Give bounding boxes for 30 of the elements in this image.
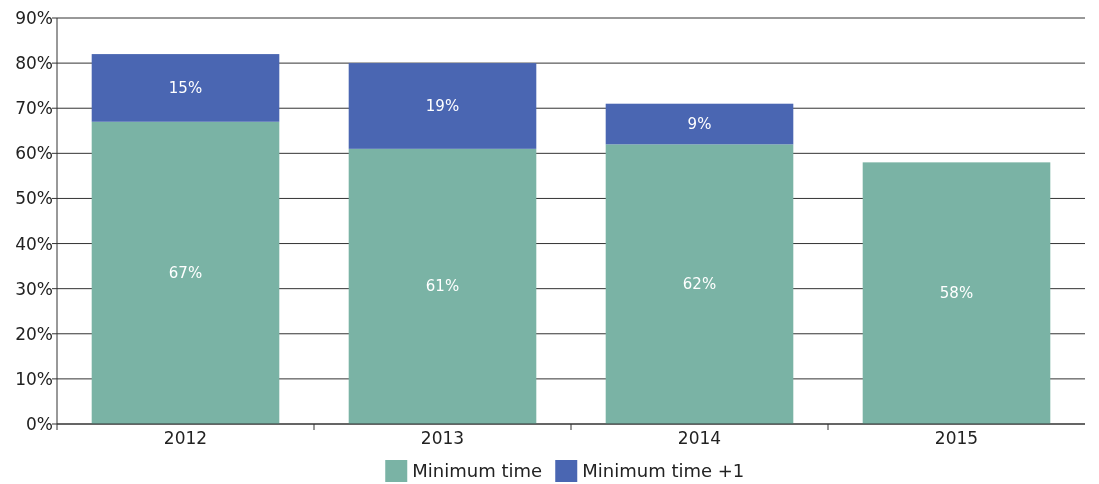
x-tick-label: 2012 [163,428,208,448]
y-tick-label: 80% [15,53,53,74]
bar [91,121,280,424]
x-tick-label: 2014 [677,428,722,448]
data-label: 19% [425,96,460,115]
legend-label: Minimum time +1 [582,460,745,481]
y-tick-label: 0% [26,414,53,434]
data-label: 9% [687,115,712,134]
data-label: 61% [425,277,460,296]
data-label: 67% [168,263,203,282]
bar [348,63,537,149]
bar [605,103,794,145]
y-tick-label: 20% [15,323,53,344]
data-label: 62% [682,275,717,294]
y-tick-label: 90% [15,8,53,28]
bar [862,162,1051,424]
bar [91,54,280,122]
data-label: 58% [939,284,974,303]
bar [605,144,794,424]
y-tick-label: 30% [15,278,53,299]
y-tick-label: 60% [15,143,53,164]
y-tick-label: 10% [15,368,53,389]
x-tick-label: 2013 [420,428,465,448]
x-tick-label: 2015 [934,428,979,448]
y-tick-label: 40% [15,233,53,254]
y-tick-label: 70% [15,98,53,119]
bar [348,148,537,424]
data-label: 15% [168,78,203,97]
legend-label: Minimum time [412,460,543,481]
y-tick-label: 50% [15,188,53,209]
